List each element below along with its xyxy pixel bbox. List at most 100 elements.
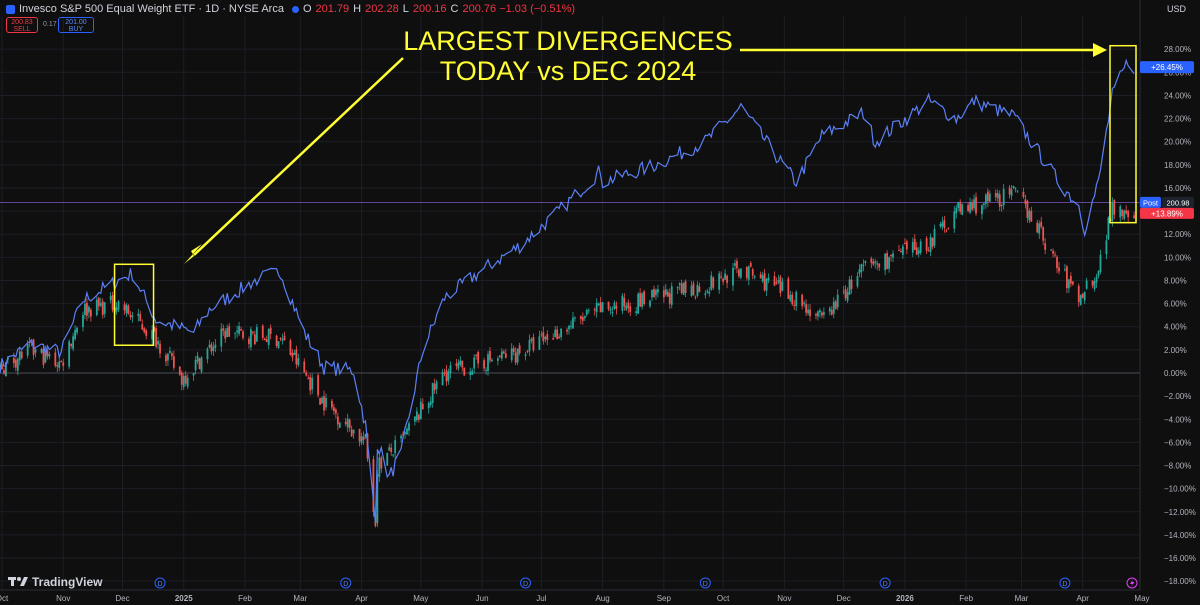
candle-body bbox=[485, 370, 487, 372]
candle-body bbox=[182, 375, 185, 388]
candle-body bbox=[1123, 210, 1126, 219]
sell-button[interactable]: 200.83 SELL bbox=[6, 17, 38, 33]
candle-body bbox=[801, 294, 804, 306]
candle-body bbox=[125, 304, 128, 314]
y-tick-label: −6.00% bbox=[1164, 438, 1191, 447]
time-axis[interactable]: Oct Nov Dec 2025 Feb Mar Apr May Jun Jul Aug Sep Oct… bbox=[0, 589, 1150, 603]
candle-body bbox=[1111, 202, 1114, 221]
candle-body bbox=[200, 357, 203, 372]
tradingview-logo[interactable]: TradingView bbox=[8, 575, 102, 589]
candle-body bbox=[986, 191, 989, 202]
high-value: 202.28 bbox=[365, 3, 399, 15]
candle-body bbox=[888, 257, 890, 269]
dividend-marker[interactable] bbox=[1059, 577, 1071, 589]
dividend-marker-label: D bbox=[523, 581, 528, 588]
candle-body bbox=[542, 332, 545, 342]
candle-body bbox=[627, 302, 630, 309]
candle-body bbox=[72, 336, 75, 349]
candle-body bbox=[469, 371, 472, 376]
candle-body bbox=[601, 302, 604, 313]
candle-body bbox=[828, 308, 831, 312]
candle-body bbox=[157, 340, 159, 345]
candle-body bbox=[546, 334, 549, 340]
candle-body bbox=[947, 228, 950, 230]
candle-body bbox=[220, 328, 223, 347]
candle-body bbox=[408, 423, 410, 431]
candle-body bbox=[670, 286, 673, 305]
market-status-icon[interactable] bbox=[291, 5, 299, 13]
candle-body bbox=[186, 377, 189, 387]
candle-body bbox=[607, 301, 610, 310]
candle-body bbox=[1121, 209, 1124, 216]
candle-body bbox=[88, 306, 90, 313]
candle-body bbox=[615, 305, 618, 309]
candle-body bbox=[311, 377, 314, 390]
price-axis-bg bbox=[1140, 0, 1200, 605]
candle-body bbox=[445, 370, 448, 382]
x-tick-label: Mar bbox=[1015, 594, 1029, 603]
candle-body bbox=[362, 436, 365, 441]
dividend-marker[interactable] bbox=[879, 577, 891, 589]
candle-body bbox=[42, 348, 45, 365]
candle-body bbox=[574, 317, 576, 319]
post-price-badge bbox=[1162, 196, 1194, 208]
candle-body bbox=[123, 304, 126, 311]
candle-body bbox=[1065, 266, 1068, 289]
candle-body bbox=[1127, 210, 1130, 218]
candle-body bbox=[97, 297, 100, 307]
candle-body bbox=[747, 266, 750, 280]
candle-body bbox=[653, 289, 655, 298]
candle-body bbox=[751, 269, 754, 276]
candle-body bbox=[1071, 281, 1074, 285]
symbol-title[interactable]: Invesco S&P 500 Equal Weight ETF · 1D · … bbox=[19, 3, 284, 15]
spread-value: 0.17 bbox=[43, 21, 57, 28]
candle-body bbox=[14, 359, 17, 368]
dividend-marker[interactable] bbox=[340, 577, 352, 589]
candle-body bbox=[809, 309, 811, 317]
price-axis[interactable]: 28.00%26.00%24.00%22.00%20.00%18.00%16.0… bbox=[1139, 0, 1200, 605]
candle-body bbox=[253, 334, 256, 345]
candle-body bbox=[5, 362, 7, 377]
candle-body bbox=[307, 377, 310, 379]
candle-body bbox=[941, 222, 944, 227]
y-tick-label: 28.00% bbox=[1164, 45, 1191, 54]
candle-body bbox=[261, 325, 264, 338]
candle-body bbox=[664, 289, 667, 295]
candle-body bbox=[101, 301, 104, 315]
candle-body bbox=[167, 353, 169, 361]
symbol-header[interactable]: Invesco S&P 500 Equal Weight ETF · 1D · … bbox=[6, 3, 575, 15]
candle-body bbox=[532, 337, 535, 351]
divergence-box-today bbox=[1109, 44, 1137, 224]
candle-body bbox=[196, 355, 199, 362]
dividend-marker[interactable] bbox=[699, 577, 711, 589]
candle-body bbox=[210, 344, 213, 352]
candle-body bbox=[1010, 189, 1013, 196]
candle-body bbox=[625, 305, 628, 310]
candle-body bbox=[3, 370, 5, 374]
dividend-marker-label: D bbox=[703, 581, 708, 588]
candle-body bbox=[718, 273, 721, 290]
dividend-marker-label: D bbox=[343, 581, 348, 588]
candle-body bbox=[864, 261, 867, 263]
candle-body bbox=[255, 327, 258, 342]
annotation-line2: TODAY vs DEC 2024 bbox=[440, 56, 697, 86]
candle-body bbox=[338, 422, 341, 428]
y-tick-label: 22.00% bbox=[1164, 115, 1191, 124]
candle-body bbox=[206, 348, 209, 360]
dividend-marker[interactable] bbox=[520, 577, 532, 589]
candle-body bbox=[449, 365, 452, 373]
dividend-marker[interactable] bbox=[154, 577, 166, 589]
candle-body bbox=[429, 401, 432, 406]
candle-body bbox=[117, 301, 120, 310]
candle-body bbox=[226, 328, 229, 338]
candle-body bbox=[712, 277, 715, 288]
buy-button[interactable]: 201.00 BUY bbox=[58, 17, 94, 33]
candle-body bbox=[390, 447, 393, 453]
currency-selector[interactable]: USD bbox=[1166, 4, 1186, 14]
candle-body bbox=[269, 327, 272, 334]
candle-body bbox=[793, 304, 796, 306]
candle-body bbox=[740, 268, 742, 278]
candle-body bbox=[1008, 187, 1011, 195]
